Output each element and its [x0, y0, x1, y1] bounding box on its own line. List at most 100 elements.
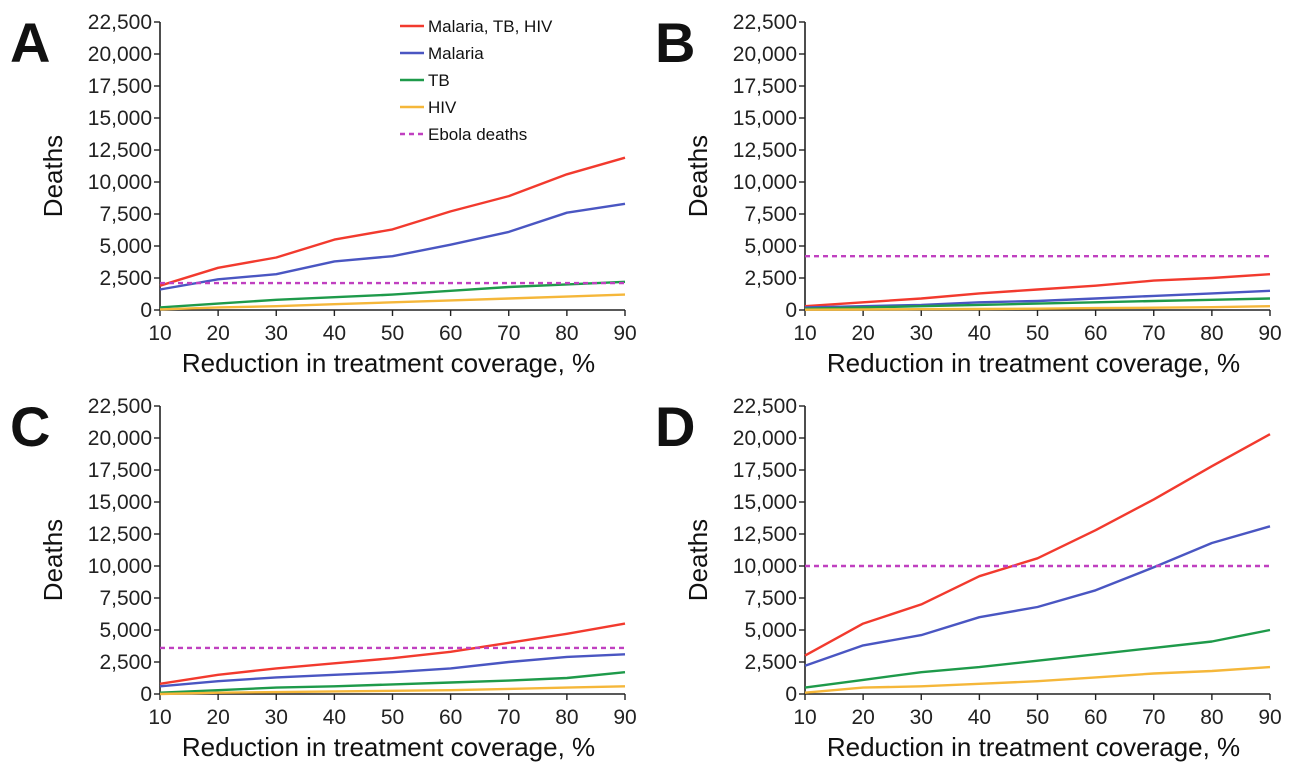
y-tick-label: 5,000 [99, 235, 152, 258]
x-tick-label: 90 [1258, 706, 1281, 729]
x-tick-label: 10 [148, 322, 171, 345]
x-tick-label: 90 [613, 322, 636, 345]
y-tick-label: 7,500 [99, 587, 152, 610]
y-tick-label: 5,000 [744, 235, 797, 258]
y-tick-label: 22,500 [88, 11, 152, 34]
series-line-malaria-tb-hiv [159, 156, 626, 287]
x-tick-label: 20 [851, 706, 874, 729]
x-tick-label: 50 [1026, 322, 1049, 345]
y-tick-label: 10,000 [88, 171, 152, 194]
y-tick-label: 17,500 [733, 459, 797, 482]
y-tick-label: 2,500 [744, 651, 797, 674]
y-tick-label: 5,000 [99, 619, 152, 642]
x-tick-label: 70 [1142, 322, 1165, 345]
y-tick-label: 20,000 [733, 43, 797, 66]
y-axis-title: Deaths [38, 135, 68, 217]
x-tick-label: 30 [265, 706, 288, 729]
x-tick-label: 90 [613, 706, 636, 729]
series-line-tb [159, 280, 626, 309]
x-tick-label: 60 [439, 706, 462, 729]
y-tick-label: 7,500 [99, 203, 152, 226]
series-line-hiv [804, 305, 1271, 311]
x-tick-label: 20 [206, 322, 229, 345]
series-line-malaria [804, 525, 1271, 667]
series-line-hiv [159, 293, 626, 311]
y-tick-label: 17,500 [733, 75, 797, 98]
series-line-tb [804, 628, 1271, 689]
x-axis-title: Reduction in treatment coverage, % [182, 348, 595, 378]
series-line-malaria-tb-hiv [804, 433, 1271, 657]
x-tick-label: 50 [381, 706, 404, 729]
x-tick-label: 10 [793, 322, 816, 345]
y-tick-label: 15,000 [733, 491, 797, 514]
x-tick-label: 40 [968, 706, 991, 729]
y-tick-label: 12,500 [88, 523, 152, 546]
series-line-tb [159, 671, 626, 694]
legend-label: Malaria [428, 44, 484, 63]
y-tick-label: 15,000 [733, 107, 797, 130]
y-tick-label: 17,500 [88, 75, 152, 98]
x-tick-label: 80 [1200, 322, 1223, 345]
x-axis-title: Reduction in treatment coverage, % [827, 348, 1240, 378]
y-tick-label: 10,000 [733, 555, 797, 578]
series-line-malaria [159, 202, 626, 291]
x-tick-label: 60 [1084, 706, 1107, 729]
y-axis-title: Deaths [38, 519, 68, 601]
legend-label: Malaria, TB, HIV [428, 17, 553, 36]
y-tick-label: 10,000 [88, 555, 152, 578]
panel-label-a: A [10, 11, 50, 74]
x-tick-label: 50 [1026, 706, 1049, 729]
y-tick-label: 7,500 [744, 587, 797, 610]
y-tick-label: 20,000 [88, 43, 152, 66]
x-tick-label: 20 [851, 322, 874, 345]
y-tick-label: 0 [140, 299, 152, 322]
chart-svg-b: B 0 2,500 5,000 7,500 10,000 12,500 15,000 17,50… [655, 11, 1282, 378]
y-tick-label: 15,000 [88, 491, 152, 514]
chart-svg-d: D 0 2,500 5,000 7,500 10,000 12,500 15,000 17,50… [655, 395, 1282, 762]
series-line-malaria [159, 653, 626, 688]
x-tick-label: 20 [206, 706, 229, 729]
y-tick-label: 17,500 [88, 459, 152, 482]
chart-panel-d: D 0 2,500 5,000 7,500 10,000 12,500 15,000 17,50… [645, 384, 1285, 764]
chart-svg-a: A 0 2,500 5,000 7,500 10,000 12,500 15,000 17,50… [10, 11, 637, 378]
y-tick-label: 22,500 [733, 11, 797, 34]
y-tick-label: 2,500 [99, 267, 152, 290]
series-line-tb [804, 297, 1271, 310]
y-axis-title: Deaths [683, 519, 713, 601]
y-tick-label: 20,000 [88, 427, 152, 450]
y-tick-label: 2,500 [99, 651, 152, 674]
series-line-hiv [804, 665, 1271, 694]
panel-label-d: D [655, 395, 695, 458]
legend-label: HIV [428, 98, 457, 117]
y-tick-label: 10,000 [733, 171, 797, 194]
x-tick-label: 10 [148, 706, 171, 729]
x-tick-label: 60 [1084, 322, 1107, 345]
y-tick-label: 12,500 [733, 523, 797, 546]
legend-label: TB [428, 71, 450, 90]
panel-label-b: B [655, 11, 695, 74]
x-tick-label: 60 [439, 322, 462, 345]
panel-label-c: C [10, 395, 50, 458]
x-tick-label: 40 [323, 706, 346, 729]
series-line-malaria-tb-hiv [159, 622, 626, 685]
y-tick-label: 15,000 [88, 107, 152, 130]
x-tick-label: 70 [497, 706, 520, 729]
chart-panel-c: C 0 2,500 5,000 7,500 10,000 12,500 15,000 17,50… [0, 384, 640, 764]
y-tick-label: 22,500 [733, 395, 797, 418]
x-tick-label: 80 [555, 322, 578, 345]
y-tick-label: 22,500 [88, 395, 152, 418]
chart-panel-a: A 0 2,500 5,000 7,500 10,000 12,500 15,000 17,50… [0, 0, 640, 380]
x-tick-label: 70 [497, 322, 520, 345]
y-tick-label: 20,000 [733, 427, 797, 450]
chart-panel-b: B 0 2,500 5,000 7,500 10,000 12,500 15,000 17,50… [645, 0, 1285, 380]
y-tick-label: 0 [140, 683, 152, 706]
y-axis-title: Deaths [683, 135, 713, 217]
x-tick-label: 30 [265, 322, 288, 345]
legend-label: Ebola deaths [428, 125, 527, 144]
x-axis-title: Reduction in treatment coverage, % [182, 732, 595, 762]
x-tick-label: 80 [555, 706, 578, 729]
x-tick-label: 30 [910, 322, 933, 345]
chart-svg-c: C 0 2,500 5,000 7,500 10,000 12,500 15,000 17,50… [10, 395, 637, 762]
x-tick-label: 90 [1258, 322, 1281, 345]
x-tick-label: 40 [968, 322, 991, 345]
